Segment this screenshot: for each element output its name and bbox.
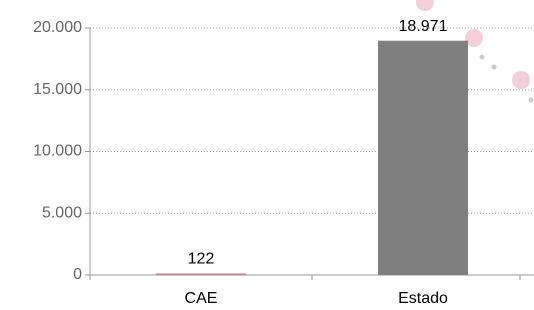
bar bbox=[156, 273, 246, 275]
x-tick-label: Estado bbox=[398, 290, 448, 307]
decoration bbox=[512, 71, 530, 89]
y-tick-label: 0 bbox=[73, 266, 82, 283]
data-label: 122 bbox=[188, 251, 215, 268]
data-label: 18.971 bbox=[399, 18, 448, 35]
chart: 0 5.000 10.000 15.000 20.000 CAE 122 Estado 18.9… bbox=[0, 0, 534, 310]
decoration bbox=[529, 98, 534, 103]
page: 0 5.000 10.000 15.000 20.000 CAE 122 Estado 18.9… bbox=[0, 0, 534, 310]
decoration bbox=[480, 55, 485, 60]
bar bbox=[378, 41, 468, 275]
y-tick-label: 10.000 bbox=[33, 143, 82, 160]
decoration bbox=[416, 0, 434, 11]
decoration bbox=[492, 65, 497, 70]
x-tick-label: CAE bbox=[185, 290, 218, 307]
y-tick-label: 5.000 bbox=[42, 204, 82, 221]
y-tick-label: 15.000 bbox=[33, 81, 82, 98]
y-tick-label: 20.000 bbox=[33, 19, 82, 36]
